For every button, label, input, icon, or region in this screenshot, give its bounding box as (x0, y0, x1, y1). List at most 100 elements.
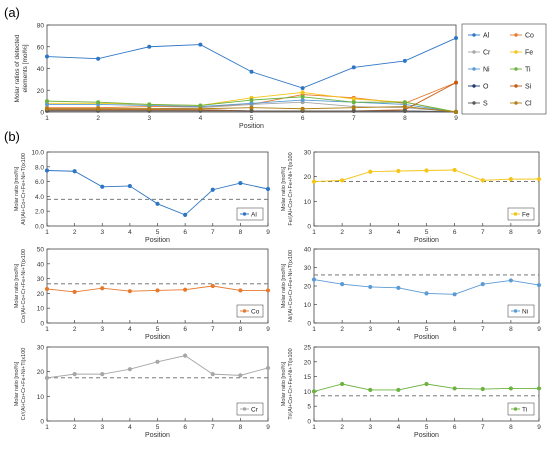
plot-frame (313, 151, 540, 227)
x-tick-label: 3 (100, 424, 104, 431)
x-tick-label: 1 (45, 326, 49, 333)
y-axis-label-formula: Co/(Al+Co+Cr+Fe+Ni+Ti)x100 (21, 249, 27, 323)
data-point-s (402, 108, 407, 113)
legend-box (507, 402, 535, 416)
data-point-al (238, 180, 243, 186)
legend-label-si: Si (525, 84, 532, 91)
x-tick-label: 5 (425, 424, 429, 431)
data-point-cl (249, 105, 254, 110)
legend-box (236, 207, 264, 221)
y-tick-label: 40 (37, 261, 45, 268)
data-point-ti (147, 102, 152, 107)
legend-marker-fe (513, 212, 518, 216)
x-tick-label: 5 (156, 229, 160, 236)
y-axis-label-line2: elements [mol%] (22, 44, 29, 92)
data-point-co (100, 286, 105, 291)
data-point-co (44, 286, 50, 292)
legend: Ti (507, 402, 535, 416)
data-point-cl (147, 106, 152, 111)
x-tick-label: 1 (45, 424, 49, 431)
legend: Cr (236, 402, 264, 416)
panel-a-label: (a) (4, 5, 20, 20)
y-axis-label-formula: Al/(Al+Co+Cr+Fe+Ni+Ti)x100 (21, 153, 27, 225)
data-point-al (402, 58, 407, 63)
y-axis-label: Molar ratio [mol%] (14, 361, 20, 406)
legend-label-al: Al (483, 33, 490, 40)
y-tick-label: 6.0 (35, 179, 44, 186)
data-point-ti (396, 387, 401, 393)
x-tick-label: 8 (509, 229, 513, 236)
x-tick-label: 6 (453, 326, 457, 333)
data-point-cr (44, 375, 50, 380)
x-tick-label: 7 (481, 424, 485, 431)
x-tick-label: 2 (340, 229, 344, 236)
y-tick-label: 30 (37, 345, 45, 352)
legend-label-s: S (483, 101, 488, 108)
y-tick-label: 60 (37, 44, 45, 51)
y-tick-label: 10 (37, 306, 45, 313)
chart-ni: 0 10 20 30 40 1 2 3 4 5 6 7 8 9 Position Molar ratio [m… (281, 247, 541, 342)
chart-cr: 0 10 20 30 1 2 3 4 5 6 7 8 9 Position Molar ratio [mol… (14, 345, 270, 440)
data-point-cr (155, 359, 160, 364)
data-point-co (183, 287, 188, 292)
data-point-co (238, 288, 243, 293)
x-tick-label: 4 (397, 424, 401, 431)
x-tick-label: 9 (537, 424, 541, 431)
y-tick-label: 30 (304, 150, 312, 157)
data-point-co (210, 283, 215, 289)
x-tick-label: 3 (368, 326, 372, 333)
data-point-ti (402, 100, 407, 105)
x-tick-label: 1 (45, 115, 49, 122)
x-tick-label: 7 (211, 229, 215, 236)
y-axis-label: Molar ratio [mol%] (281, 263, 287, 308)
data-point-ni (368, 284, 373, 290)
plot-frame (46, 346, 269, 422)
legend-marker-cl (514, 101, 518, 105)
y-tick-label: 25 (304, 345, 312, 352)
data-point-cl (351, 105, 356, 110)
data-point-al (127, 183, 132, 189)
x-tick-label: 5 (250, 115, 254, 122)
data-point-fe (536, 177, 542, 182)
y-axis-label: Molar ratio [mol%] (14, 263, 20, 308)
y-axis-label: Molar ratio [mol%] (281, 361, 287, 406)
y-tick-label: 0 (307, 321, 311, 328)
data-point-co (72, 289, 77, 295)
data-point-al (210, 187, 215, 192)
chart-fe: 0 10 20 30 1 2 3 4 5 6 7 8 9 Position Molar ratio [mol… (281, 150, 541, 245)
data-point-cl (96, 106, 101, 111)
data-point-ni (311, 277, 317, 282)
y-tick-label: 10.0 (31, 150, 44, 157)
data-point-ti (300, 94, 305, 99)
legend: Al (236, 207, 264, 221)
data-point-cl (402, 104, 407, 109)
x-tick-label: 9 (454, 115, 458, 122)
legend-label-co: Co (525, 33, 534, 40)
data-point-cr (210, 372, 215, 377)
data-point-ti (249, 98, 254, 103)
y-axis-label-formula: Ni/(Al+Co+Cr+Fe+Ni+Ti)x100 (288, 250, 294, 322)
data-point-ti (351, 100, 356, 105)
legend-label-cl: Cl (525, 101, 532, 108)
chart-ti: 0 5 10 15 20 25 1 2 3 4 5 6 7 8 9 Position Molar ratio [… (281, 345, 541, 440)
y-axis-label: Molar ratio [mol%] (281, 166, 287, 211)
data-point-cr (100, 372, 105, 377)
x-tick-label: 7 (211, 326, 215, 333)
y-axis-label: Molar ratios of detected (14, 34, 21, 102)
x-tick-label: 8 (239, 326, 243, 333)
legend-marker-fe (514, 50, 518, 54)
legend-marker-s (472, 101, 476, 105)
x-tick-label: 8 (239, 229, 243, 236)
y-tick-label: 0 (307, 224, 311, 231)
y-tick-label: 20 (37, 291, 45, 298)
plot-frame (46, 151, 269, 227)
x-tick-label: 4 (397, 326, 401, 333)
data-point-ni (249, 101, 254, 106)
data-point-co (265, 288, 271, 293)
data-point-fe (351, 96, 356, 101)
data-point-ti (96, 100, 101, 105)
legend-label-o: O (483, 84, 489, 91)
legend-label-al: Al (251, 212, 257, 219)
y-tick-label: 20 (304, 359, 312, 366)
data-point-ni (480, 282, 485, 287)
